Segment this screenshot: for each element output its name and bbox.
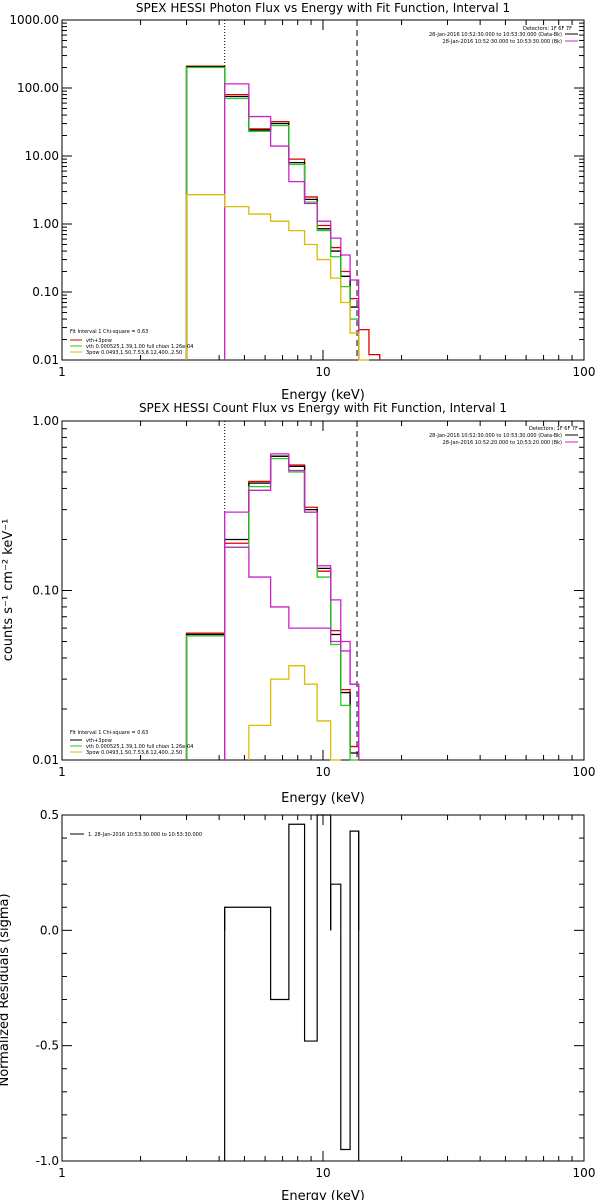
y-tick-label: 1.00 xyxy=(32,414,59,428)
series-magenta-line xyxy=(224,546,360,760)
x-axis-label: Energy (keV) xyxy=(281,388,365,403)
y-axis-label: counts s⁻¹ cm⁻² keV⁻¹ xyxy=(1,519,16,662)
residual-bar xyxy=(316,814,332,931)
plot-frame xyxy=(61,420,585,761)
legend-entry: 28-Jan-2016 10:52:20.000 to 10:53:20.000… xyxy=(443,440,563,446)
residuals-panel: 1 10 100 -1.0 -0.5 0.0 0.5 Energy (keV) Normal… xyxy=(0,808,595,1200)
panel-title: SPEX HESSI Photon Flux vs Energy with Fi… xyxy=(136,1,510,15)
fit-legend-entry: vth 0.000525,1.39,1.00 full chian 1.26e-… xyxy=(86,744,193,750)
fit-legend-entry: 3pow 0.0493,1.50,7.53,8.12,400.,2.50 xyxy=(86,750,182,756)
y-tick-label: 0.5 xyxy=(40,808,59,822)
y-tick-label: 1.00 xyxy=(32,217,59,231)
y-tick-label: -0.5 xyxy=(36,1039,59,1053)
y-tick-label: 0.10 xyxy=(32,285,59,299)
legend-header: Detectors: 1F 6F 7F xyxy=(523,26,572,32)
plot-area: 1 10 100 -1.0 -0.5 0.0 0.5 xyxy=(36,808,596,1180)
count-flux-panel: SPEX HESSI Count Flux vs Energy with Fit… xyxy=(1,401,595,806)
plot-frame xyxy=(61,19,585,361)
x-tick-label: 10 xyxy=(315,765,330,779)
y-tick-label: 0.0 xyxy=(40,923,59,937)
residual-bar xyxy=(270,930,290,1001)
series-magenta-line xyxy=(224,453,360,760)
residual-bar xyxy=(340,930,351,1151)
x-tick-label: 1 xyxy=(58,1166,66,1180)
x-axis-label: Energy (keV) xyxy=(281,791,365,806)
x-tick-label: 10 xyxy=(315,365,330,379)
fit-legend-title: Fit Interval 1 Chi-square = 0.63 xyxy=(70,329,148,335)
legend-entry: 28-Jan-2016 10:52:30.000 to 10:53:30.000… xyxy=(429,433,562,439)
fit-legend-entry: vth+3pow xyxy=(86,338,112,344)
series-green-line xyxy=(185,457,359,761)
series-black-line xyxy=(185,66,360,360)
residual-bar xyxy=(303,930,318,1042)
residual-bar xyxy=(349,830,360,931)
series-red-line xyxy=(185,455,360,760)
y-axis-label: Normalized Residuals (sigma) xyxy=(0,893,12,1086)
x-tick-label: 100 xyxy=(573,365,596,379)
series-green-line xyxy=(185,66,360,360)
y-tick-label: 0.01 xyxy=(32,353,59,367)
fit-legend-entry: vth 0.000525,1.39,1.00 full chian 1.26e-… xyxy=(86,344,193,350)
x-tick-label: 1 xyxy=(58,765,66,779)
series-yellow-line xyxy=(185,194,369,361)
plot-area: 1 10 100 0.01 0.10 1.00 10.00 100.00 1000.00 xyxy=(9,13,595,379)
legend-header: Detectors: 1F 6F 7F xyxy=(529,426,578,432)
residual-bar xyxy=(224,906,272,931)
legend-entry: 1. 28-Jan-2016 10:53:30.000 to 10:53:30.… xyxy=(88,832,202,838)
x-tick-label: 100 xyxy=(573,1166,596,1180)
series-black-line xyxy=(185,455,360,760)
y-tick-label: 100.00 xyxy=(17,81,59,95)
fit-legend-entry: 3pow 0.0493,1.50,7.53,8.12,400.,2.50 xyxy=(86,350,182,356)
series-magenta-line xyxy=(224,83,360,360)
series-yellow-line xyxy=(248,665,341,761)
x-tick-label: 1 xyxy=(58,365,66,379)
residual-bar xyxy=(330,883,342,931)
plot-frame xyxy=(61,814,585,1162)
x-tick-label: 100 xyxy=(573,765,596,779)
y-tick-label: 0.01 xyxy=(32,753,59,767)
y-tick-label: 10.00 xyxy=(25,149,59,163)
x-axis-label: Energy (keV) xyxy=(281,1189,365,1200)
legend-entry: 28-Jan-2016 10:52:30.000 to 10:53:30.000… xyxy=(429,32,562,38)
legend-entry: 28-Jan-2016 10:52:30.000 to 10:53:30.000… xyxy=(443,39,563,45)
fit-legend-title: Fit Interval 1 Chi-square = 0.63 xyxy=(70,730,148,736)
photon-flux-panel: SPEX HESSI Photon Flux vs Energy with Fi… xyxy=(9,1,595,403)
plot-area: 1 10 100 0.01 0.10 1.00 xyxy=(32,414,595,779)
y-tick-label: 1000.00 xyxy=(9,13,59,27)
fit-legend-entry: vth+3pow xyxy=(86,738,112,744)
y-tick-label: -1.0 xyxy=(36,1154,59,1168)
y-tick-label: 0.10 xyxy=(32,584,59,598)
series-red-line xyxy=(185,65,381,360)
residual-bar xyxy=(288,823,306,931)
x-tick-label: 10 xyxy=(315,1166,330,1180)
panel-title: SPEX HESSI Count Flux vs Energy with Fit… xyxy=(139,401,507,415)
